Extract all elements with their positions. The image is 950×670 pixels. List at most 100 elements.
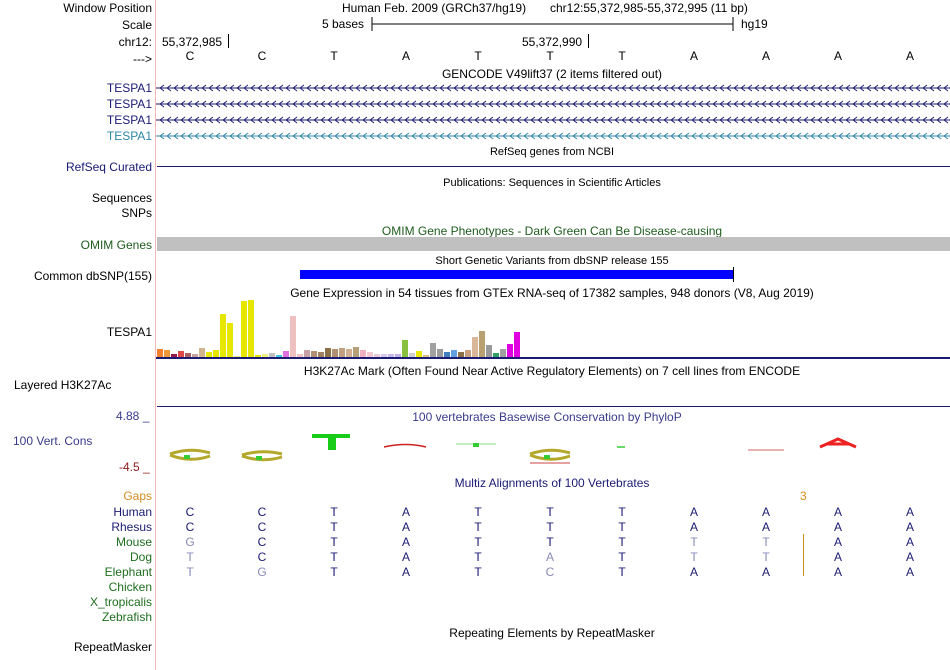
gtex-tissue-bar[interactable] — [171, 354, 177, 357]
gencode-gene-label[interactable]: TESPA1 — [106, 97, 152, 111]
gtex-tissue-bar[interactable] — [444, 352, 450, 357]
gencode-gene-label[interactable]: TESPA1 — [106, 81, 152, 95]
alignment-base: A — [761, 520, 771, 534]
phylop-track-label[interactable]: 100 Vert. Cons — [13, 434, 93, 448]
gtex-tissue-bar[interactable] — [493, 353, 499, 357]
repeatmasker-track-title[interactable]: Repeating Elements by RepeatMasker — [449, 626, 655, 640]
gtex-tissue-bar[interactable] — [479, 331, 485, 357]
gtex-tissue-bar[interactable] — [234, 356, 240, 357]
gtex-tissue-bar[interactable] — [290, 316, 296, 357]
omim-track-title[interactable]: OMIM Gene Phenotypes - Dark Green Can Be… — [381, 224, 723, 238]
multiz-track-title[interactable]: Multiz Alignments of 100 Vertebrates — [454, 476, 650, 490]
gtex-tissue-bar[interactable] — [458, 352, 464, 357]
gtex-tissue-bar[interactable] — [199, 348, 205, 357]
gtex-tissue-bar[interactable] — [409, 353, 415, 357]
alignment-base: A — [401, 550, 411, 564]
gtex-tissue-bar[interactable] — [423, 355, 429, 357]
gtex-tissue-bar[interactable] — [276, 355, 282, 357]
gtex-tissue-bar[interactable] — [353, 347, 359, 357]
refseq-track-title[interactable]: RefSeq genes from NCBI — [489, 146, 615, 158]
gtex-tissue-bar[interactable] — [297, 354, 303, 357]
gtex-tissue-bar[interactable] — [367, 352, 373, 357]
gtex-tissue-bar[interactable] — [500, 349, 506, 357]
gtex-tissue-bar[interactable] — [241, 301, 247, 357]
chrom-label: chr12: — [118, 35, 152, 49]
gtex-tissue-bar[interactable] — [192, 354, 198, 357]
gtex-tissue-bar[interactable] — [451, 350, 457, 357]
refseq-gene-line[interactable] — [157, 166, 950, 167]
gtex-tissue-bar[interactable] — [255, 355, 261, 357]
species-label-zebrafish[interactable]: Zebrafish — [101, 610, 152, 624]
gtex-tissue-bar[interactable] — [465, 350, 471, 357]
dbsnp-track-title[interactable]: Short Genetic Variants from dbSNP releas… — [435, 255, 669, 267]
dbsnp-variant-bar[interactable] — [300, 270, 734, 279]
gtex-tissue-bar[interactable] — [220, 314, 226, 357]
gtex-tissue-bar[interactable] — [360, 350, 366, 357]
refseq-curated-label[interactable]: RefSeq Curated — [65, 160, 152, 174]
species-label-mouse[interactable]: Mouse — [115, 535, 152, 549]
gtex-tissue-bar[interactable] — [430, 343, 436, 357]
gtex-tissue-bar[interactable] — [178, 351, 184, 357]
gtex-tissue-bar[interactable] — [472, 337, 478, 357]
gtex-tissue-bar[interactable] — [514, 332, 520, 357]
gtex-tissue-bar[interactable] — [374, 354, 380, 357]
gtex-tissue-bar[interactable] — [185, 353, 191, 357]
gtex-tissue-bar[interactable] — [388, 354, 394, 357]
gencode-gene-label[interactable]: TESPA1 — [106, 129, 152, 143]
species-label-elephant[interactable]: Elephant — [104, 565, 152, 579]
species-label-x_tropicalis[interactable]: X_tropicalis — [89, 595, 152, 609]
gtex-tissue-bar[interactable] — [339, 348, 345, 357]
species-label-dog[interactable]: Dog — [129, 550, 152, 564]
gencode-gene-model[interactable] — [156, 82, 950, 94]
gtex-tissue-bar[interactable] — [311, 351, 317, 357]
gencode-gene-label[interactable]: TESPA1 — [106, 113, 152, 127]
publications-track-title[interactable]: Publications: Sequences in Scientific Ar… — [443, 177, 661, 189]
gtex-tissue-bar[interactable] — [395, 354, 401, 357]
gtex-tissue-bar[interactable] — [416, 351, 422, 357]
phylop-track-title[interactable]: 100 vertebrates Basewise Conservation by… — [412, 410, 682, 424]
gtex-tissue-bar[interactable] — [213, 350, 219, 357]
gtex-tissue-bar[interactable] — [248, 300, 254, 357]
gtex-tissue-bar[interactable] — [486, 345, 492, 357]
alignment-base: A — [833, 535, 843, 549]
alignment-base: C — [545, 565, 555, 579]
gtex-tissue-bar[interactable] — [157, 349, 163, 357]
alignment-base: T — [762, 535, 770, 549]
gtex-tissue-bar[interactable] — [507, 344, 513, 357]
gtex-tissue-bar[interactable] — [332, 349, 338, 357]
gtex-tissue-bar[interactable] — [346, 349, 352, 357]
gencode-gene-model[interactable] — [156, 130, 950, 142]
omim-genes-label[interactable]: OMIM Genes — [80, 238, 152, 252]
gtex-expression-chart[interactable] — [156, 299, 950, 361]
omim-gene-bar[interactable] — [157, 237, 950, 251]
gtex-track-title[interactable]: Gene Expression in 54 tissues from GTEx … — [290, 286, 814, 300]
gencode-gene-model[interactable] — [156, 114, 950, 126]
common-dbsnp-label[interactable]: Common dbSNP(155) — [33, 269, 152, 283]
gtex-tissue-bar[interactable] — [318, 352, 324, 357]
scale-text: 5 bases — [322, 17, 365, 31]
gtex-tissue-bar[interactable] — [206, 352, 212, 357]
gtex-tissue-bar[interactable] — [262, 354, 268, 357]
gtex-tissue-bar[interactable] — [402, 340, 408, 357]
layered-h3k27ac-label[interactable]: Layered H3K27Ac — [14, 378, 112, 392]
sequences-label[interactable]: Sequences — [91, 191, 152, 205]
species-label-human[interactable]: Human — [113, 505, 152, 519]
h3k27ac-track-title[interactable]: H3K27Ac Mark (Often Found Near Active Re… — [303, 364, 801, 378]
snps-label[interactable]: SNPs — [121, 206, 152, 220]
gencode-gene-model[interactable] — [156, 98, 950, 110]
gtex-tissue-bar[interactable] — [227, 323, 233, 357]
species-label-rhesus[interactable]: Rhesus — [111, 520, 152, 534]
gencode-track-title[interactable]: GENCODE V49lift37 (2 items filtered out) — [441, 67, 663, 81]
gtex-tissue-bar[interactable] — [304, 350, 310, 357]
gtex-tissue-bar[interactable] — [164, 350, 170, 357]
gtex-tissue-bar[interactable] — [325, 348, 331, 357]
phylop-conservation-logo[interactable] — [156, 425, 950, 469]
gtex-tissue-bar[interactable] — [269, 353, 275, 357]
species-label-chicken[interactable]: Chicken — [108, 580, 152, 594]
gaps-label[interactable]: Gaps — [123, 489, 152, 503]
gtex-tissue-bar[interactable] — [283, 351, 289, 357]
gtex-gene-label[interactable]: TESPA1 — [106, 325, 152, 339]
repeatmasker-label[interactable]: RepeatMasker — [73, 640, 152, 654]
gtex-tissue-bar[interactable] — [381, 354, 387, 357]
gtex-tissue-bar[interactable] — [437, 349, 443, 357]
